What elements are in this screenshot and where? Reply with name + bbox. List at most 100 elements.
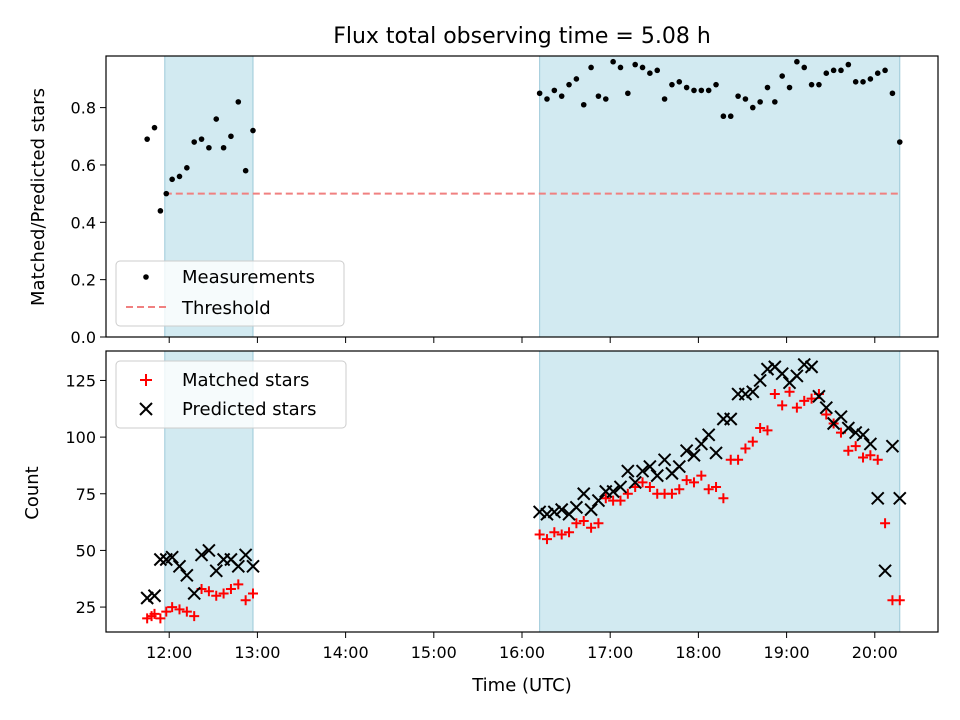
matched-star-point: [747, 436, 758, 447]
predicted-star-point: [790, 369, 804, 383]
predicted-star-point: [540, 507, 554, 521]
predicted-star-point: [613, 480, 628, 494]
predicted-star-point: [650, 468, 664, 483]
matched-star-point: [622, 488, 633, 499]
y-tick-label: 0.8: [71, 99, 96, 118]
matched-star-point: [880, 518, 891, 529]
measurement-point: [206, 144, 212, 151]
predicted-star-point: [746, 385, 760, 399]
predicted-star-point: [848, 425, 863, 440]
measurement-point: [647, 70, 653, 77]
matched-star-point: [644, 481, 655, 492]
x-tick-label: 15:00: [411, 643, 457, 662]
predicted-star-point: [878, 564, 892, 578]
measurement-point: [625, 90, 631, 97]
legend-matched-marker: [140, 374, 152, 386]
matched-star-point: [225, 583, 236, 594]
predicted-star-point: [194, 548, 209, 562]
predicted-star-point: [547, 505, 562, 519]
x-tick-label: 14:00: [323, 643, 369, 662]
matched-star-point: [142, 613, 153, 624]
matched-star-point: [777, 400, 788, 411]
predicted-stars-points: [140, 357, 907, 605]
predicted-star-point: [738, 387, 753, 401]
matched-star-point: [733, 454, 744, 465]
measurement-point: [213, 116, 220, 122]
legend-measurements-label: Measurements: [182, 267, 315, 288]
measurement-point: [749, 104, 756, 111]
predicted-star-point: [893, 491, 907, 506]
measurement-point: [889, 90, 896, 97]
predicted-star-point: [863, 437, 878, 451]
predicted-star-point: [532, 505, 547, 519]
measurement-point: [169, 176, 175, 183]
matched-star-point: [586, 522, 597, 533]
measurement-point: [720, 113, 727, 120]
measurement-point: [691, 87, 697, 94]
measurement-point: [830, 67, 837, 74]
measurement-point: [544, 96, 550, 102]
measurement-point: [727, 113, 734, 120]
predicted-star-point: [621, 464, 635, 478]
matched-star-point: [541, 534, 552, 545]
measurement-point: [713, 81, 719, 88]
measurement-point: [742, 96, 749, 102]
predicted-star-point: [724, 412, 738, 426]
x-tick-label: 13:00: [234, 643, 280, 662]
y-tick-label: 100: [65, 428, 96, 447]
predicted-star-point: [687, 448, 701, 462]
measurement-point: [794, 58, 800, 65]
matched-star-point: [762, 425, 773, 436]
measurement-point: [705, 87, 712, 94]
shaded-region: [539, 351, 900, 632]
matched-star-point: [637, 477, 648, 488]
measurement-point: [823, 70, 830, 77]
x-axis-label: Time (UTC): [471, 675, 572, 696]
matched-star-point: [578, 515, 589, 526]
measurement-points: [144, 58, 903, 214]
matched-star-point: [247, 588, 258, 599]
matched-star-point: [149, 608, 160, 619]
matched-star-point: [181, 606, 192, 617]
legend-measurements-marker: [143, 274, 149, 280]
matched-star-point: [534, 529, 545, 540]
predicted-star-point: [841, 421, 856, 435]
measurement-point: [588, 64, 594, 71]
predicted-star-point: [812, 389, 826, 404]
measurement-point: [845, 61, 852, 68]
predicted-star-point: [187, 586, 201, 601]
measurement-point: [801, 64, 808, 71]
matched-star-point: [615, 495, 626, 506]
top-panel-y-ticks: 0.0 0.2 0.4 0.6 0.8: [71, 99, 106, 347]
predicted-star-point: [606, 484, 620, 499]
matched-star-point: [674, 484, 685, 495]
measurement-point: [144, 136, 150, 142]
measurement-point: [786, 84, 793, 91]
chart-title: Flux total observing time = 5.08 h: [333, 24, 711, 49]
matched-star-point: [858, 452, 869, 463]
measurement-point: [250, 127, 256, 134]
top-panel-x-ticks: [168, 337, 876, 343]
measurement-point: [602, 96, 609, 102]
matched-star-point: [696, 470, 707, 481]
matched-star-point: [850, 441, 861, 452]
predicted-star-point: [202, 543, 216, 558]
bottom-panel: 25 50 75 100 125 12:00 13:00 14:00 15:00 16:00 17…: [22, 350, 939, 696]
matched-star-point: [233, 579, 244, 590]
matched-star-point: [167, 602, 178, 613]
matched-star-point: [174, 604, 185, 615]
measurement-point: [661, 96, 668, 102]
matched-star-point: [769, 389, 780, 400]
measurement-point: [176, 173, 183, 180]
matched-star-point: [718, 493, 729, 504]
matched-star-point: [203, 586, 214, 597]
measurement-point: [595, 93, 602, 99]
measurement-point: [242, 167, 249, 174]
measurement-point: [874, 70, 881, 77]
measurement-point: [536, 90, 543, 97]
predicted-star-point: [709, 446, 723, 460]
bottom-legend-box: [115, 360, 347, 429]
matched-star-point: [161, 606, 172, 617]
measurement-point: [558, 93, 565, 99]
